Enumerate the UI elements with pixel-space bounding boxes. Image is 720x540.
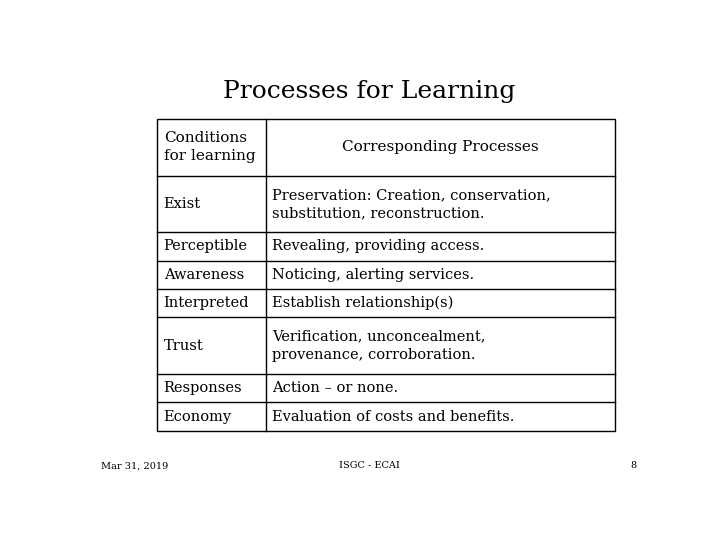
Text: Preservation: Creation, conservation,
substitution, reconstruction.: Preservation: Creation, conservation, su… [272, 188, 552, 220]
Text: Noticing, alerting services.: Noticing, alerting services. [272, 268, 474, 282]
Text: Economy: Economy [163, 409, 232, 423]
Text: Mar 31, 2019: Mar 31, 2019 [101, 461, 168, 470]
Text: 8: 8 [631, 461, 637, 470]
Text: Processes for Learning: Processes for Learning [222, 80, 516, 103]
Text: Awareness: Awareness [163, 268, 244, 282]
Text: Perceptible: Perceptible [163, 239, 248, 253]
Text: Conditions
for learning: Conditions for learning [163, 131, 256, 163]
Text: Establish relationship(s): Establish relationship(s) [272, 296, 454, 310]
Text: Interpreted: Interpreted [163, 296, 249, 310]
Text: Exist: Exist [163, 197, 201, 211]
Text: Evaluation of costs and benefits.: Evaluation of costs and benefits. [272, 409, 515, 423]
Text: Corresponding Processes: Corresponding Processes [342, 140, 539, 154]
Text: Revealing, providing access.: Revealing, providing access. [272, 239, 485, 253]
Text: Trust: Trust [163, 339, 204, 353]
Text: Responses: Responses [163, 381, 243, 395]
Text: ISGC - ECAI: ISGC - ECAI [338, 461, 400, 470]
Bar [157, 119, 615, 431]
Text: Verification, unconcealment,
provenance, corroboration.: Verification, unconcealment, provenance,… [272, 330, 486, 362]
Text: Action – or none.: Action – or none. [272, 381, 399, 395]
